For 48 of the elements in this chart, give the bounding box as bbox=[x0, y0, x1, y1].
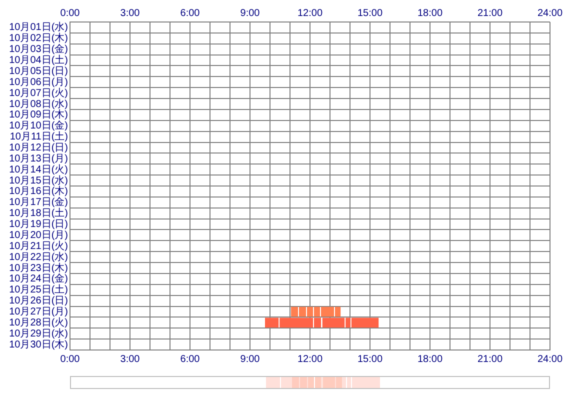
y-tick-label: 10月09日(木) bbox=[9, 108, 68, 121]
y-tick-label: 10月16日(木) bbox=[9, 185, 68, 198]
y-tick-label: 10月08日(水) bbox=[9, 98, 68, 110]
y-tick-label: 10月27日(月) bbox=[9, 306, 68, 318]
x2-tick-label: 9:00 bbox=[240, 8, 260, 19]
x-tick-label: 12:00 bbox=[297, 354, 323, 365]
x2-tick-label: 15:00 bbox=[357, 8, 383, 19]
x2-tick-label: 24:00 bbox=[537, 8, 563, 19]
y-tick-label: 10月13日(月) bbox=[9, 153, 68, 164]
y-tick-label: 10月15日(水) bbox=[9, 174, 68, 186]
y-tick-label: 10月05日(日) bbox=[9, 66, 68, 77]
y-tick-label: 10月10日(金) bbox=[9, 120, 68, 132]
y-tick-label: 10月01日(水) bbox=[9, 21, 68, 34]
y-tick-label: 10月12日(日) bbox=[9, 142, 68, 154]
y-tick-label: 10月19日(日) bbox=[9, 219, 68, 230]
x-tick-label: 18:00 bbox=[417, 354, 443, 365]
y-tick-label: 10月30日(木) bbox=[9, 338, 68, 350]
y-tick-label: 10月29日(水) bbox=[9, 327, 68, 340]
y-tick-label: 10月02日(木) bbox=[9, 32, 68, 44]
y-tick-label: 10月07日(火) bbox=[9, 86, 68, 99]
x2-tick-label: 0:00 bbox=[60, 8, 80, 19]
x2-tick-label: 12:00 bbox=[297, 8, 323, 19]
x2-tick-label: 6:00 bbox=[180, 8, 200, 19]
x-tick-label: 6:00 bbox=[180, 354, 200, 365]
y-tick-label: 10月28日(火) bbox=[9, 316, 68, 328]
y-tick-label: 10月26日(日) bbox=[9, 296, 68, 307]
y-tick-label: 10月03日(金) bbox=[9, 43, 68, 56]
x-tick-label: 24:00 bbox=[537, 354, 563, 365]
x-tick-label: 15:00 bbox=[357, 354, 383, 365]
y-tick-label: 10月06日(月) bbox=[9, 76, 68, 88]
x-tick-label: 3:00 bbox=[120, 354, 140, 365]
y-tick-label: 10月18日(土) bbox=[9, 207, 68, 220]
y-tick-label: 10月24日(金) bbox=[9, 272, 68, 285]
y-tick-label: 10月23日(木) bbox=[9, 262, 68, 274]
x-tick-label: 0:00 bbox=[60, 354, 80, 365]
y-tick-label: 10月14日(火) bbox=[9, 163, 68, 176]
x2-tick-label: 3:00 bbox=[120, 8, 140, 19]
y-tick-label: 10月04日(土) bbox=[9, 54, 68, 66]
x2-tick-label: 18:00 bbox=[417, 8, 443, 19]
y-tick-label: 10月22日(水) bbox=[9, 250, 68, 263]
x2-tick-label: 21:00 bbox=[477, 8, 503, 19]
y-tick-label: 10月25日(土) bbox=[9, 284, 68, 296]
y-tick-label: 10月11日(土) bbox=[10, 130, 68, 143]
x-tick-label: 21:00 bbox=[477, 354, 503, 365]
y-tick-label: 10月20日(月) bbox=[9, 230, 68, 241]
y-tick-label: 10月17日(金) bbox=[9, 196, 68, 208]
y-tick-label: 10月21日(火) bbox=[9, 240, 68, 252]
x-tick-label: 9:00 bbox=[240, 354, 260, 365]
